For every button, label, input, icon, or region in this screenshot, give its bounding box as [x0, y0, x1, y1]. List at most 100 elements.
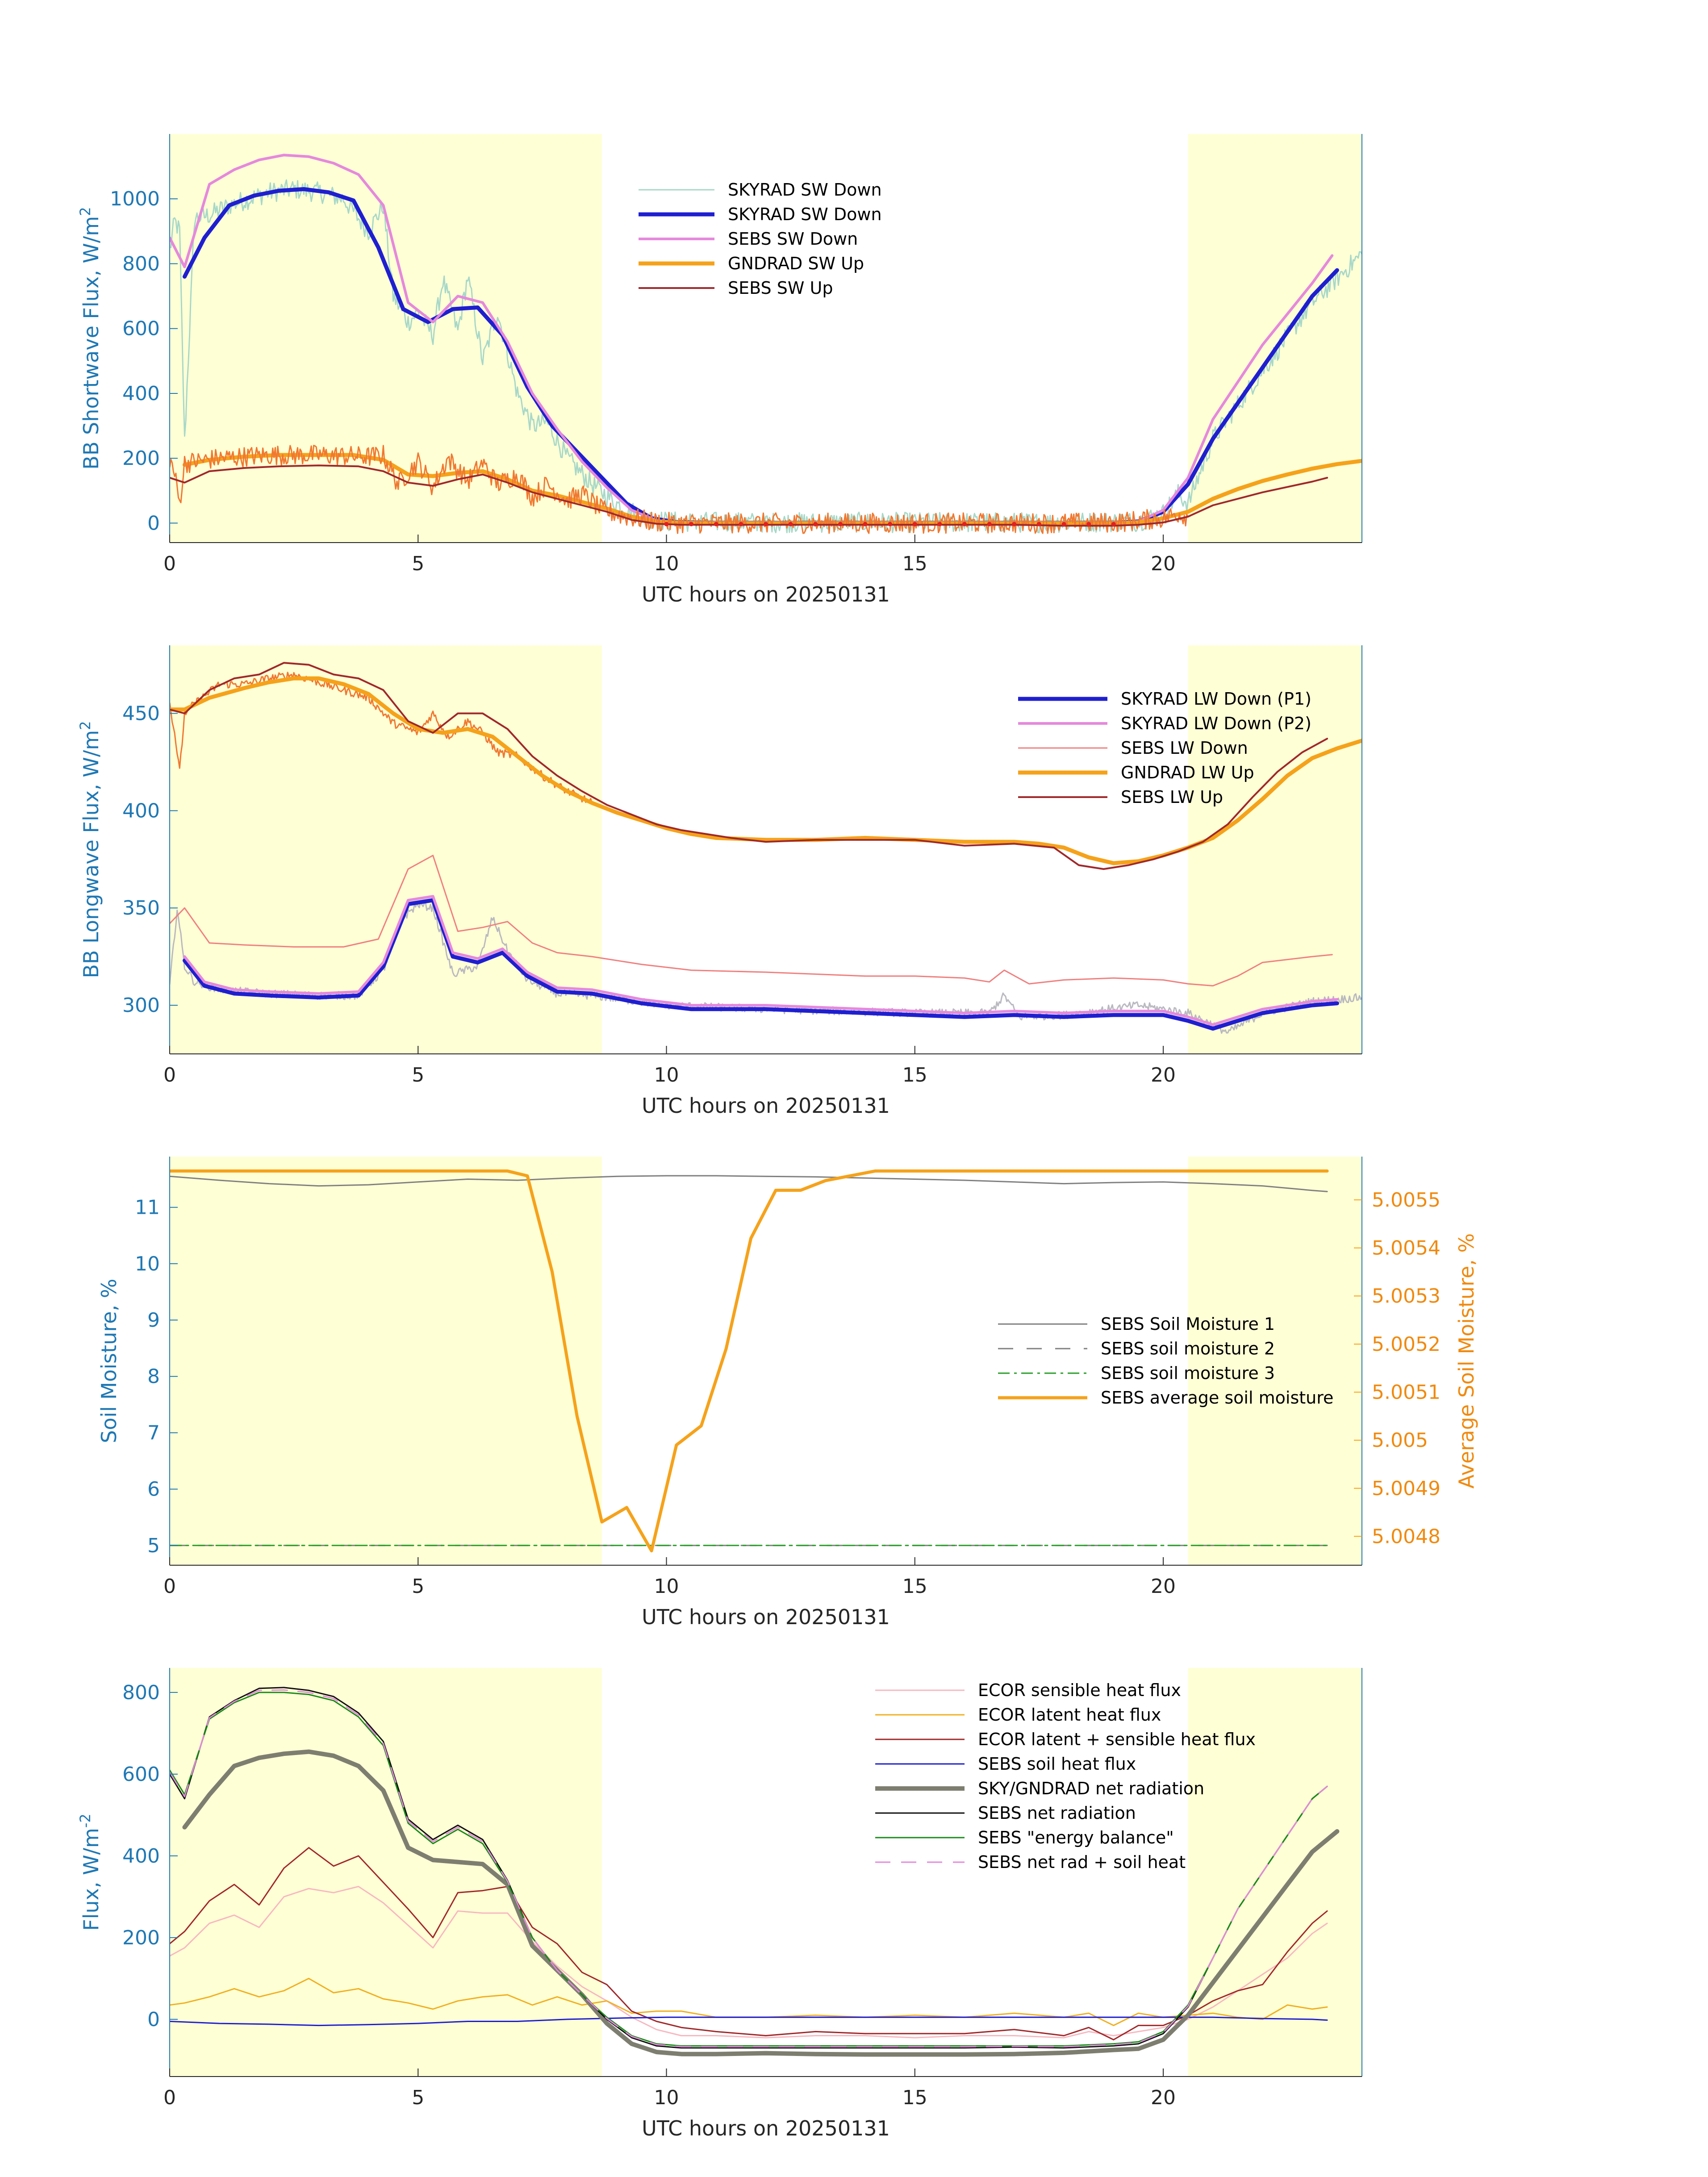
x-tick-label: 5: [412, 552, 424, 575]
data-point-marker: [1012, 522, 1017, 526]
legend-entry-skyrad-lw-down-p2: SKYRAD LW Down (P2): [1121, 714, 1311, 733]
y-tick-label: 400: [122, 1845, 160, 1868]
daylight-shading: [170, 645, 602, 1054]
series-line-skyrad-lw-down-p1: [182, 898, 1339, 1031]
y-tick-label: 600: [122, 1763, 160, 1786]
data-point-marker: [664, 522, 669, 526]
y-right-tick-label: 5.0055: [1372, 1189, 1441, 1212]
y-tick-label: 1000: [110, 188, 160, 210]
y-tick-label: 8: [147, 1365, 160, 1388]
series-line-sebs-energy-balance: [170, 1692, 1328, 2047]
daylight-shading: [170, 134, 602, 543]
legend-entry-ecor-sensible-heat-flux: ECOR sensible heat flux: [978, 1680, 1181, 1700]
x-tick-label: 5: [412, 2086, 424, 2109]
y-tick-label: 0: [147, 2008, 160, 2031]
y-right-tick-label: 5.0048: [1372, 1525, 1441, 1548]
soil-moisture-panel: 0 5 10 15 205678910115.00485.00495.0055.0051…: [97, 1157, 1478, 1629]
x-axis-label: UTC hours on 20250131: [642, 2116, 890, 2140]
series-line-sebs-sw-up: [170, 464, 1328, 527]
daylight-shading: [170, 1157, 602, 1565]
data-point-marker: [714, 522, 718, 526]
series-line-sebs-soil-moisture-1: [170, 1175, 1328, 1192]
legend-entry-skyrad-sw-down: SKYRAD SW Down: [728, 180, 882, 200]
legend: ECOR sensible heat flux ECOR latent heat …: [875, 1680, 1256, 1872]
x-axis-label: UTC hours on 20250131: [642, 1094, 890, 1118]
data-point-marker: [1036, 522, 1041, 526]
legend-entry-sebs-soil-moisture-3: SEBS soil moisture 3: [1101, 1363, 1275, 1383]
y-axis-label-superscript: -2: [77, 1813, 94, 1828]
x-tick-label: 10: [654, 552, 679, 575]
series-line-sebs-net-rad-soil-heat: [170, 1689, 1328, 2047]
series-line-sebs-lw-up: [170, 662, 1328, 870]
legend-entry-sebs-soil-heat-flux: SEBS soil heat flux: [978, 1754, 1136, 1774]
y-tick-label: 0: [147, 512, 160, 535]
y-tick-label: 6: [147, 1478, 160, 1501]
daylight-shading: [1188, 134, 1362, 543]
legend-entry-sky-gndrad-net-radiation: SKY/GNDRAD net radiation: [978, 1779, 1204, 1798]
y-tick-label: 450: [122, 702, 160, 725]
longwave-flux-panel: 0 5 10 15 20 300 350 400 450 UTC hours on 2025013…: [77, 645, 1362, 1118]
y-axis-label-text: BB Shortwave Flux, W/m: [79, 216, 103, 470]
y-right-tick-label: 5.0053: [1372, 1285, 1441, 1308]
legend-entry-gndrad-sw-up: GNDRAD SW Up: [728, 254, 864, 273]
data-point-marker: [937, 522, 942, 526]
y-tick-label: 5: [147, 1534, 160, 1557]
x-tick-label: 10: [654, 1064, 679, 1086]
y-tick-label: 400: [122, 799, 160, 822]
y-axis-label-text: BB Longwave Flux, W/m: [79, 730, 103, 978]
series-line-sebs-soil-heat-flux: [170, 2016, 1328, 2027]
daylight-shading: [170, 1668, 602, 2077]
daylight-shading: [1188, 1668, 1362, 2077]
x-tick-label: 0: [163, 1064, 176, 1086]
plot-area: [170, 1687, 1340, 2057]
y-right-tick-label: 5.0052: [1372, 1333, 1441, 1356]
data-point-marker: [888, 522, 893, 526]
y-right-tick-label: 5.005: [1372, 1429, 1428, 1452]
legend-entry-sebs-net-radiation: SEBS net radiation: [978, 1803, 1136, 1823]
x-tick-label: 20: [1151, 1575, 1176, 1598]
x-axis-label: UTC hours on 20250131: [642, 582, 890, 606]
y-tick-label: 300: [122, 994, 160, 1017]
x-tick-label: 15: [902, 1575, 927, 1598]
x-tick-label: 20: [1151, 2086, 1176, 2109]
data-point-marker: [1086, 522, 1091, 526]
y-tick-label: 200: [122, 1926, 160, 1949]
y-tick-label: 200: [122, 447, 160, 470]
series-line-sebs-lw-down: [170, 855, 1333, 986]
legend-entry-skyrad-sw-down: SKYRAD SW Down: [728, 205, 882, 224]
x-axis-label: UTC hours on 20250131: [642, 1605, 890, 1629]
legend-entry-sebs-average-soil-moisture: SEBS average soil moisture: [1101, 1388, 1333, 1408]
y-axis-label: BB Longwave Flux, W/m2: [77, 721, 103, 978]
series-line-skyrad-lw-down-p2: [183, 895, 1339, 1026]
x-tick-label: 20: [1151, 1064, 1176, 1086]
data-point-marker: [1061, 522, 1066, 526]
series-line-skyrad-sw-down: [170, 179, 1362, 534]
data-point-marker: [863, 522, 868, 526]
y-tick-label: 350: [122, 897, 160, 919]
y-tick-label: 9: [147, 1309, 160, 1332]
data-point-marker: [987, 522, 992, 526]
x-tick-label: 0: [163, 552, 176, 575]
legend-entry-sebs-energy-balance: SEBS "energy balance": [978, 1828, 1174, 1847]
legend-entry-sebs-sw-down: SEBS SW Down: [728, 229, 858, 249]
x-tick-label: 15: [902, 1064, 927, 1086]
y-right-tick-label: 5.0049: [1372, 1477, 1441, 1500]
y-tick-label: 7: [147, 1421, 160, 1444]
legend: SEBS Soil Moisture 1 SEBS soil moisture 2…: [998, 1314, 1333, 1408]
y-axis-label: BB Shortwave Flux, W/m2: [77, 207, 103, 469]
series-line-sebs-average-soil-moisture: [170, 1169, 1329, 1553]
legend-entry-sebs-net-rad-soil-heat: SEBS net rad + soil heat: [978, 1852, 1186, 1872]
x-tick-label: 15: [902, 2086, 927, 2109]
plot-area: [170, 154, 1362, 534]
y-axis-label-text: Flux, W/m: [79, 1828, 103, 1931]
x-tick-label: 0: [163, 1575, 176, 1598]
y-axis-label-text: Soil Moisture, %: [97, 1279, 121, 1443]
y-tick-label: 800: [122, 252, 160, 275]
data-point-marker: [739, 522, 743, 526]
x-tick-label: 10: [654, 1575, 679, 1598]
series-line-sky-gndrad-net-radiation: [182, 1749, 1340, 2057]
legend-entry-sebs-sw-up: SEBS SW Up: [728, 278, 833, 298]
x-tick-label: 20: [1151, 552, 1176, 575]
